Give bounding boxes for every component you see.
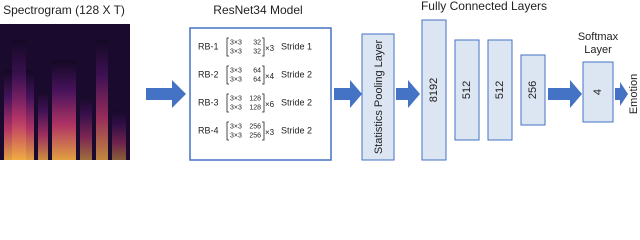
bracket [226,65,265,85]
kernel: 3×3 [230,132,242,139]
kernel: 3×3 [230,48,242,55]
output-label: Emotion [628,74,640,114]
kernel: 3×3 [230,104,242,111]
fc-layer [421,19,447,161]
kernel: 3×3 [230,39,242,46]
softmax-title: Layer [584,44,612,56]
spectrogram-image [0,24,130,160]
kernel: 3×3 [230,67,242,74]
resnet-box [189,27,332,161]
fc-layer [487,39,513,141]
block-name: RB-4 [198,125,219,135]
fc-layers: 8192 512 512 256 [421,19,546,161]
page: {"spectrogram": {"label": "Spectrogram (… [0,0,640,161]
arrows [146,80,628,108]
channels: 32 [253,39,261,46]
channels: 256 [249,123,261,130]
channels: 32 [253,48,261,55]
bracket [226,121,265,141]
resnet-title: ResNet34 Model [213,3,302,17]
fc-layer [520,54,546,126]
channels: 256 [249,132,261,139]
channels: 128 [249,95,261,102]
repeat: ×6 [265,100,275,109]
block-name: RB-2 [198,69,219,79]
channels: 128 [249,104,261,111]
stride: Stride 2 [281,69,312,79]
kernel: 3×3 [230,95,242,102]
spectrogram-label: Spectrogram (128 X T) [3,3,125,17]
repeat: ×4 [265,72,275,81]
softmax-units: 4 [592,89,604,95]
fc-size: 8192 [428,78,440,102]
fc-size: 512 [494,81,506,99]
pooling-box [361,33,395,161]
bracket [226,37,265,57]
block-name: RB-3 [198,97,219,107]
stride: Stride 2 [281,125,312,135]
softmax-title: Softmax [578,31,619,43]
repeat: ×3 [265,44,275,53]
stride: Stride 2 [281,97,312,107]
softmax-box [582,61,614,123]
fc-layer [454,39,480,141]
bracket [226,93,265,113]
block-name: RB-1 [198,41,219,51]
fc-size: 256 [527,81,539,99]
pooling-label: Statistics Pooling Layer [373,40,385,155]
repeat: ×3 [265,128,275,137]
diagram: Spectrogram (128 X T) ResNet34 Model RB-… [0,0,640,161]
stride: Stride 1 [281,41,312,51]
kernel: 3×3 [230,76,242,83]
channels: 64 [253,76,261,83]
fc-title: Fully Connected Layers [421,0,547,13]
kernel: 3×3 [230,123,242,130]
fc-size: 512 [461,81,473,99]
channels: 64 [253,67,261,74]
resnet-blocks: RB-1 3×3 32 3×3 32 ×3 Stride 1 RB-2 3×3 64 3×3 64 ×4… [198,37,312,141]
